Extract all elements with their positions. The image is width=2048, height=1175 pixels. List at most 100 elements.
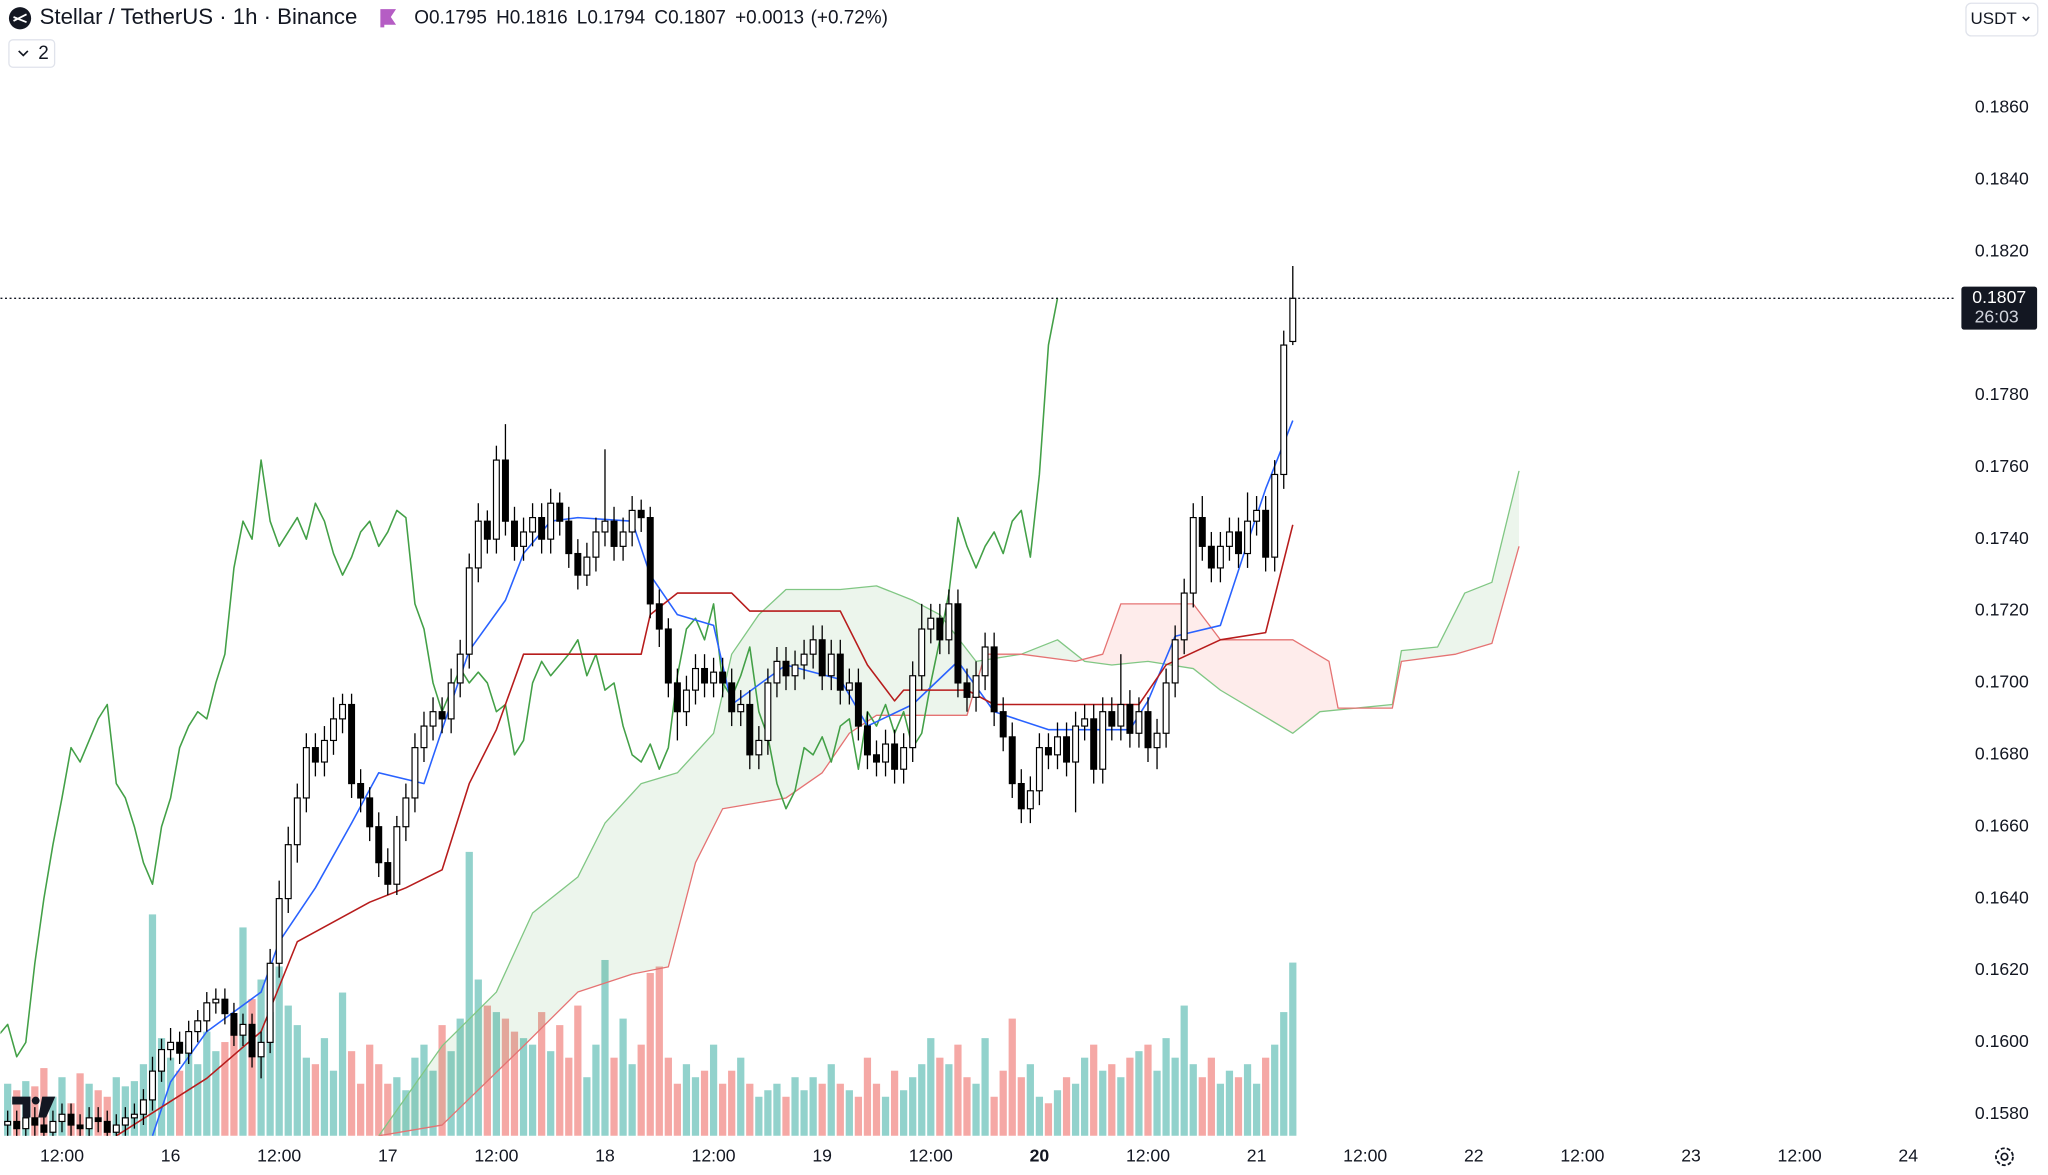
candle-body bbox=[773, 660, 781, 684]
cloud-fill-up bbox=[378, 470, 1520, 1136]
volume-bar bbox=[746, 1083, 754, 1136]
y-tick-label: 0.1660 bbox=[1975, 815, 2029, 835]
indicator-line bbox=[115, 524, 1294, 1136]
volume-bar bbox=[284, 1005, 292, 1136]
symbol-title[interactable]: Stellar / TetherUS · 1h · Binance bbox=[40, 4, 358, 29]
y-tick-label: 0.1840 bbox=[1975, 168, 2029, 188]
volume-bar bbox=[1289, 962, 1297, 1136]
volume-bar bbox=[1189, 1064, 1197, 1136]
candle-body bbox=[646, 517, 654, 605]
volume-bar bbox=[311, 1064, 320, 1136]
volume-bar bbox=[1126, 1057, 1134, 1136]
volume-bar bbox=[1008, 1018, 1016, 1136]
candle-body bbox=[990, 646, 998, 713]
candle-body bbox=[692, 667, 699, 691]
chevron-icon bbox=[18, 50, 29, 57]
volume-bar bbox=[1017, 1077, 1025, 1136]
volume-bar bbox=[483, 1005, 491, 1136]
volume-bar bbox=[148, 914, 157, 1136]
candle-body bbox=[737, 703, 745, 713]
x-tick-label: 17 bbox=[378, 1145, 398, 1165]
candle-body bbox=[58, 1113, 66, 1123]
candle-body bbox=[1280, 344, 1288, 476]
volume-bar bbox=[637, 1044, 645, 1136]
volume-bar bbox=[909, 1077, 917, 1136]
candle-body bbox=[330, 718, 337, 742]
flag-icon[interactable] bbox=[380, 9, 397, 28]
candle-body bbox=[1207, 545, 1215, 569]
volume-bar bbox=[474, 979, 482, 1136]
change: +0.0013 bbox=[735, 7, 804, 28]
volume-bar bbox=[1053, 1090, 1062, 1136]
volume-bar bbox=[447, 1051, 455, 1136]
volume-bar bbox=[836, 1083, 844, 1136]
volume-bar bbox=[547, 1051, 555, 1136]
ohlc-value: 0.1807 bbox=[668, 7, 726, 28]
candle-body bbox=[85, 1117, 93, 1130]
candle-body bbox=[266, 962, 274, 1043]
ohlc-value: 0.1816 bbox=[510, 7, 568, 28]
x-axis: 12:00 16 12:00 17 12:00 18 12:00 19 12:00 20 12:00… bbox=[40, 1145, 1918, 1165]
volume-bar bbox=[1198, 1077, 1206, 1136]
candle-body bbox=[927, 617, 935, 630]
volume-bar bbox=[357, 1083, 365, 1136]
candle-body bbox=[474, 520, 482, 569]
volume-bar bbox=[1144, 1044, 1152, 1136]
ohlc-prefix: L bbox=[577, 7, 588, 28]
logo-part bbox=[38, 1096, 56, 1118]
candle-body bbox=[529, 517, 537, 533]
volume-bar bbox=[429, 1070, 437, 1136]
settings-button[interactable] bbox=[1995, 1147, 2014, 1167]
candle-body bbox=[1289, 297, 1297, 343]
volume-bar bbox=[1207, 1057, 1215, 1136]
candle-body bbox=[1099, 711, 1107, 770]
candle-body bbox=[538, 517, 546, 540]
candle-body bbox=[1081, 718, 1089, 727]
tradingview-logo[interactable] bbox=[12, 1096, 56, 1118]
candle-body bbox=[1026, 790, 1034, 810]
candle-body bbox=[827, 653, 835, 677]
candle-body bbox=[809, 639, 817, 655]
volume-bar bbox=[1243, 1064, 1252, 1136]
volume-bar bbox=[375, 1064, 383, 1136]
candle-body bbox=[764, 682, 772, 742]
volume-bar bbox=[1216, 1083, 1225, 1136]
candle-body bbox=[158, 1048, 166, 1072]
candle-body bbox=[257, 1041, 265, 1058]
volume-bar bbox=[1035, 1096, 1044, 1136]
volume-bar bbox=[347, 1051, 356, 1136]
indicator-count: 2 bbox=[38, 43, 49, 64]
candle-body bbox=[791, 664, 799, 677]
candle-body bbox=[1054, 736, 1061, 756]
candle-body bbox=[1090, 718, 1098, 770]
volume-bar bbox=[1090, 1044, 1098, 1136]
candle-body bbox=[194, 1020, 202, 1033]
candle-body bbox=[746, 703, 754, 756]
volume-bar bbox=[872, 1083, 881, 1136]
volume-bar bbox=[854, 1096, 863, 1136]
volume-bar bbox=[610, 1057, 618, 1136]
candle-body bbox=[1198, 517, 1206, 547]
volume-bar bbox=[1162, 1038, 1170, 1136]
candle-body bbox=[501, 459, 509, 522]
candle-body bbox=[366, 797, 374, 828]
candle-body bbox=[999, 711, 1007, 738]
symbol-logo-mark bbox=[13, 13, 27, 24]
volume-bar bbox=[492, 1012, 501, 1136]
candle-body bbox=[936, 617, 944, 641]
currency-button[interactable] bbox=[1965, 2, 2039, 37]
volume-bar bbox=[1280, 1012, 1288, 1136]
candle-body bbox=[121, 1117, 129, 1126]
x-tick-label: 22 bbox=[1464, 1145, 1484, 1165]
volume-bar bbox=[1108, 1064, 1116, 1136]
ohlc-prefix: C bbox=[654, 7, 668, 28]
volume-bar bbox=[212, 1051, 220, 1136]
gear-inner bbox=[2000, 1152, 2009, 1161]
candle-body bbox=[583, 556, 591, 576]
candle-body bbox=[248, 1023, 256, 1058]
volume-bar bbox=[918, 1064, 926, 1136]
candle-body bbox=[909, 675, 917, 749]
indicator-toggle[interactable] bbox=[8, 39, 56, 68]
candle-body bbox=[710, 671, 718, 684]
